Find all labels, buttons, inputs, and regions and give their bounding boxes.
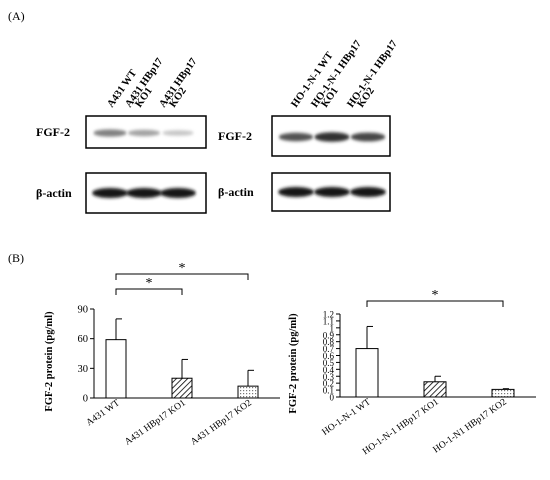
y-tick-label: 1.2 — [323, 310, 334, 320]
significance-marker: * — [179, 261, 186, 276]
y-tick-label: 0.1 — [323, 386, 334, 396]
y-tick-label: 1.1 — [323, 316, 334, 326]
y-axis-label: FGF-2 protein (pg/ml) — [44, 311, 55, 412]
y-axis-label: FGF-2 protein (pg/ml) — [288, 313, 299, 414]
y-tick-label: 0.4 — [323, 365, 335, 375]
y-tick-label: 0.6 — [323, 351, 335, 361]
category-label: A431 HBp17 KO2 — [189, 398, 254, 448]
band — [126, 188, 162, 198]
significance-bracket — [115, 273, 249, 280]
significance-marker: * — [146, 276, 153, 291]
category-label: HO-1-N-1 HBp17 KO1 — [361, 397, 441, 457]
category-label: A431 WT — [85, 398, 122, 428]
y-tick-label: 90 — [78, 305, 89, 316]
y-tick-label: 60 — [78, 334, 89, 345]
bar — [355, 348, 379, 398]
category-label: HO-1-N-1 WT — [321, 397, 373, 438]
blot-row-label: β-actin — [218, 185, 254, 199]
panel-b-label: (B) — [8, 251, 24, 265]
significance-bracket — [366, 300, 504, 307]
y-tick-label: 0.8 — [323, 337, 335, 347]
y-tick-label: 0.9 — [323, 330, 335, 340]
significance-marker: * — [432, 288, 439, 303]
category-label: A431 HBp17 KO1 — [123, 398, 188, 448]
y-tick-label: 0.2 — [323, 379, 334, 389]
y-tick-label: 0.3 — [323, 372, 335, 382]
band — [127, 129, 161, 137]
bar — [105, 339, 127, 399]
category-label: HO-1-N1 HBp17 KO2 — [432, 397, 509, 455]
band — [162, 130, 194, 136]
bar — [491, 388, 515, 398]
band — [278, 132, 314, 142]
bar — [171, 377, 193, 399]
y-tick-label: 1 — [330, 323, 335, 333]
band — [314, 132, 350, 142]
band — [93, 129, 127, 137]
band — [92, 188, 128, 198]
y-tick-label: 0.5 — [323, 358, 335, 368]
y-tick-label: 0 — [83, 394, 88, 405]
band — [350, 187, 386, 197]
chart-1: 00.10.20.30.40.50.60.70.80.911.11.2 FGF-2… — [288, 288, 536, 457]
bar — [237, 385, 259, 399]
y-tick-label: 30 — [78, 364, 89, 375]
y-tick-label: 0.7 — [323, 344, 335, 354]
significance-bracket — [115, 288, 183, 295]
panel-a-label: (A) — [8, 9, 25, 23]
bar — [423, 381, 447, 398]
blot-row-label: FGF-2 — [36, 125, 70, 139]
blot-row-label: β-actin — [36, 186, 72, 200]
band — [350, 132, 386, 142]
blot-row-label: FGF-2 — [218, 129, 252, 143]
y-tick-label: 0 — [330, 393, 335, 403]
band — [314, 187, 350, 197]
band — [160, 188, 196, 198]
band — [278, 187, 314, 197]
